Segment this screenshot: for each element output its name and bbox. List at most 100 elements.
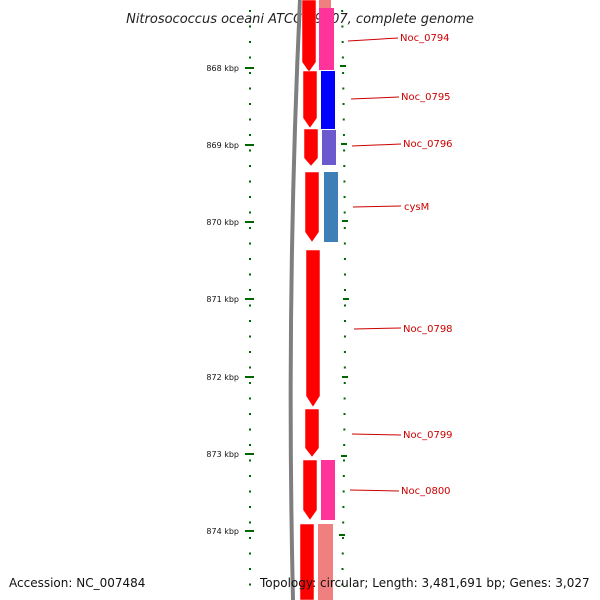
guide-dot (249, 72, 251, 74)
guide-dot (249, 537, 251, 539)
guide-dot (249, 304, 251, 307)
guide-dot (342, 118, 345, 121)
gene-label-noc-0795[interactable]: Noc_0795 (401, 92, 451, 103)
feature-light-pink-top (319, 0, 331, 8)
guide-dot (341, 537, 344, 539)
feature-noc-0795 (321, 71, 335, 129)
guide-dot (343, 165, 346, 167)
guide-dot (249, 583, 251, 586)
guide-dot (249, 568, 251, 570)
guide-dot (249, 211, 251, 214)
guide-dot (249, 41, 251, 43)
genome-backbone (288, 0, 302, 600)
gene-label-noc-0796[interactable]: Noc_0796 (403, 139, 453, 150)
guide-dot (249, 475, 251, 477)
guide-dot (249, 10, 251, 12)
feature-noc-0796 (322, 130, 336, 165)
guide-dot (249, 134, 251, 136)
guide-dot (249, 382, 251, 384)
feature-light-pink-bottom (318, 524, 333, 600)
feature-cysM (324, 172, 338, 242)
cds-track (299, 0, 321, 600)
tick-label-868: 868 kbp (206, 64, 239, 73)
guide-dot (343, 413, 346, 415)
gene-label-noc-0800[interactable]: Noc_0800 (401, 486, 451, 497)
cds-arrow-1 (301, 0, 317, 73)
guide-dot (249, 320, 251, 322)
gene-label-noc-0794[interactable]: Noc_0794 (400, 33, 450, 44)
cds-arrow-6 (304, 408, 320, 458)
guide-dot (341, 25, 344, 28)
guide-dot (249, 258, 251, 260)
guide-dot (343, 149, 346, 152)
guide-dot (342, 490, 345, 493)
guide-dot (343, 444, 346, 446)
guide-dot (249, 552, 251, 555)
gene-label-noc-0798[interactable]: Noc_0798 (403, 324, 453, 335)
guide-dot (249, 459, 251, 462)
guide-dot (249, 289, 251, 291)
summary-text: Topology: circular; Length: 3,481,691 bp… (259, 576, 590, 590)
guide-dot (342, 72, 345, 74)
guide-dot (343, 304, 346, 307)
guide-dot (249, 444, 251, 446)
guide-dot (343, 320, 346, 322)
guide-dot (249, 56, 251, 59)
guide-dot (249, 25, 251, 28)
gene-labels: Noc_0794 Noc_0795 Noc_0796 cysM Noc_0798… (400, 33, 453, 497)
guide-dot (343, 289, 346, 291)
guide-dot (343, 258, 346, 260)
guide-dot (342, 521, 345, 524)
cds-arrow-7 (302, 459, 318, 521)
guide-dot (341, 10, 344, 12)
guide-dot (249, 227, 251, 229)
guide-dot (341, 56, 344, 59)
tick-label-872: 872 kbp (206, 373, 239, 382)
feature-track (318, 0, 338, 600)
guide-dot (249, 242, 251, 245)
guide-dot (343, 397, 346, 400)
cds-arrow-8 (299, 523, 315, 600)
feature-noc-0794 (319, 8, 334, 70)
guide-dot (249, 366, 251, 369)
guide-dot (249, 180, 251, 183)
cds-arrow-2 (302, 70, 318, 129)
guide-dot (342, 475, 345, 477)
guide-dot (343, 428, 346, 431)
feature-noc-0800 (321, 460, 335, 520)
guide-dot (249, 87, 251, 90)
guide-dot (249, 165, 251, 167)
cds-arrow-3 (303, 128, 319, 167)
guide-dot (342, 506, 345, 508)
guide-dot (249, 506, 251, 508)
cds-arrow-5 (305, 249, 321, 408)
guide-dot (343, 382, 346, 384)
tick-label-873: 873 kbp (206, 450, 239, 459)
guide-dot (249, 428, 251, 431)
guide-dot (249, 335, 251, 338)
tick-guides (249, 10, 346, 586)
gene-label-noc-0799[interactable]: Noc_0799 (403, 430, 453, 441)
guide-dot (343, 180, 346, 183)
tick-label-871: 871 kbp (206, 295, 239, 304)
guide-dot (249, 118, 251, 121)
accession-text: Accession: NC_007484 (9, 576, 145, 590)
guide-dot (341, 568, 344, 570)
guide-dot (249, 149, 251, 152)
guide-dot (343, 351, 346, 353)
guide-dot (343, 211, 346, 214)
guide-dot (343, 366, 346, 369)
guide-dot (342, 87, 345, 90)
guide-dot (249, 103, 251, 105)
guide-dot (249, 521, 251, 524)
cds-arrow-4 (304, 171, 320, 243)
gene-label-cysm[interactable]: cysM (404, 202, 429, 213)
guide-dot (249, 490, 251, 493)
guide-dot (342, 103, 345, 105)
guide-dot (343, 335, 346, 338)
guide-dot (341, 583, 344, 586)
guide-dot (249, 196, 251, 198)
scale-ticks: 868 kbp 869 kbp 870 kbp 871 kbp 872 kbp … (206, 64, 254, 536)
right-ticks (339, 65, 349, 536)
